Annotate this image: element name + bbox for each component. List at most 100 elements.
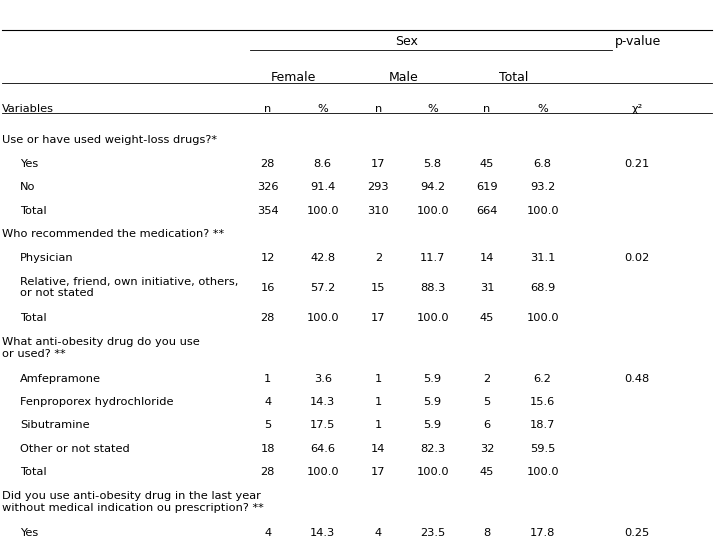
Text: What anti-obesity drug do you use
or used? **: What anti-obesity drug do you use or use… [2,337,200,359]
Text: 5.9: 5.9 [423,373,442,384]
Text: Total: Total [20,313,46,323]
Text: Female: Female [271,71,316,84]
Text: 28: 28 [261,467,275,477]
Text: 88.3: 88.3 [420,282,446,293]
Text: 18: 18 [261,444,275,454]
Text: 619: 619 [476,182,498,192]
Text: Variables: Variables [2,104,54,114]
Text: 4: 4 [375,528,382,538]
Text: Fenproporex hydrochloride: Fenproporex hydrochloride [20,397,174,407]
Text: 1: 1 [375,420,382,431]
Text: Total: Total [20,205,46,216]
Text: Yes: Yes [20,528,39,538]
Text: 14: 14 [371,444,386,454]
Text: Other or not stated: Other or not stated [20,444,130,454]
Text: 17: 17 [371,313,386,323]
Text: 354: 354 [257,205,278,216]
Text: 4: 4 [264,528,271,538]
Text: Physician: Physician [20,252,74,263]
Text: 664: 664 [476,205,498,216]
Text: 57.2: 57.2 [310,282,336,293]
Text: Did you use anti-obesity drug in the last year
without medical indication ou pre: Did you use anti-obesity drug in the las… [2,492,264,513]
Text: Sibutramine: Sibutramine [20,420,90,431]
Text: 326: 326 [257,182,278,192]
Text: 12: 12 [261,252,275,263]
Text: 5: 5 [483,397,491,407]
Text: 5.9: 5.9 [423,397,442,407]
Text: 100.0: 100.0 [526,205,559,216]
Text: 11.7: 11.7 [420,252,446,263]
Text: 91.4: 91.4 [310,182,336,192]
Text: 100.0: 100.0 [306,313,339,323]
Text: n: n [375,104,382,114]
Text: Relative, friend, own initiative, others,
or not stated: Relative, friend, own initiative, others… [20,277,238,298]
Text: 16: 16 [261,282,275,293]
Text: 17: 17 [371,467,386,477]
Text: 310: 310 [368,205,389,216]
Text: 5: 5 [264,420,271,431]
Text: 32: 32 [480,444,494,454]
Text: Total: Total [498,71,528,84]
Text: 293: 293 [368,182,389,192]
Text: 100.0: 100.0 [416,313,449,323]
Text: 17: 17 [371,159,386,169]
Text: 8: 8 [483,528,491,538]
Text: p-value: p-value [615,35,661,49]
Text: 15: 15 [371,282,386,293]
Text: 31.1: 31.1 [530,252,555,263]
Text: 45: 45 [480,159,494,169]
Text: 14.3: 14.3 [310,528,336,538]
Text: 28: 28 [261,313,275,323]
Text: 0.02: 0.02 [624,252,650,263]
Text: 6.2: 6.2 [533,373,552,384]
Text: 5.9: 5.9 [423,420,442,431]
Text: 100.0: 100.0 [526,467,559,477]
Text: Amfepramone: Amfepramone [20,373,101,384]
Text: 68.9: 68.9 [530,282,555,293]
Text: Who recommended the medication? **: Who recommended the medication? ** [2,229,224,239]
Text: 14.3: 14.3 [310,397,336,407]
Text: 100.0: 100.0 [306,205,339,216]
Text: 100.0: 100.0 [306,467,339,477]
Text: 94.2: 94.2 [420,182,446,192]
Text: 0.25: 0.25 [624,528,650,538]
Text: 82.3: 82.3 [420,444,446,454]
Text: 0.48: 0.48 [624,373,650,384]
Text: 5.8: 5.8 [423,159,442,169]
Text: 17.8: 17.8 [530,528,555,538]
Text: 18.7: 18.7 [530,420,555,431]
Text: n: n [264,104,271,114]
Text: Sex: Sex [395,35,418,49]
Text: 0.21: 0.21 [624,159,650,169]
Text: Total: Total [20,467,46,477]
Text: χ²: χ² [631,104,643,114]
Text: 2: 2 [483,373,491,384]
Text: 100.0: 100.0 [526,313,559,323]
Text: 23.5: 23.5 [420,528,446,538]
Text: Use or have used weight-loss drugs?*: Use or have used weight-loss drugs?* [2,135,217,146]
Text: No: No [20,182,36,192]
Text: 59.5: 59.5 [530,444,555,454]
Text: 31: 31 [480,282,494,293]
Text: 4: 4 [264,397,271,407]
Text: 64.6: 64.6 [310,444,336,454]
Text: %: % [317,104,328,114]
Text: 2: 2 [375,252,382,263]
Text: Yes: Yes [20,159,39,169]
Text: 45: 45 [480,313,494,323]
Text: 1: 1 [375,397,382,407]
Text: 14: 14 [480,252,494,263]
Text: 42.8: 42.8 [310,252,336,263]
Text: 100.0: 100.0 [416,205,449,216]
Text: %: % [427,104,438,114]
Text: n: n [483,104,491,114]
Text: 6.8: 6.8 [533,159,552,169]
Text: 17.5: 17.5 [310,420,336,431]
Text: 3.6: 3.6 [313,373,332,384]
Text: 1: 1 [375,373,382,384]
Text: 1: 1 [264,373,271,384]
Text: 15.6: 15.6 [530,397,555,407]
Text: 6: 6 [483,420,491,431]
Text: 8.6: 8.6 [313,159,332,169]
Text: 45: 45 [480,467,494,477]
